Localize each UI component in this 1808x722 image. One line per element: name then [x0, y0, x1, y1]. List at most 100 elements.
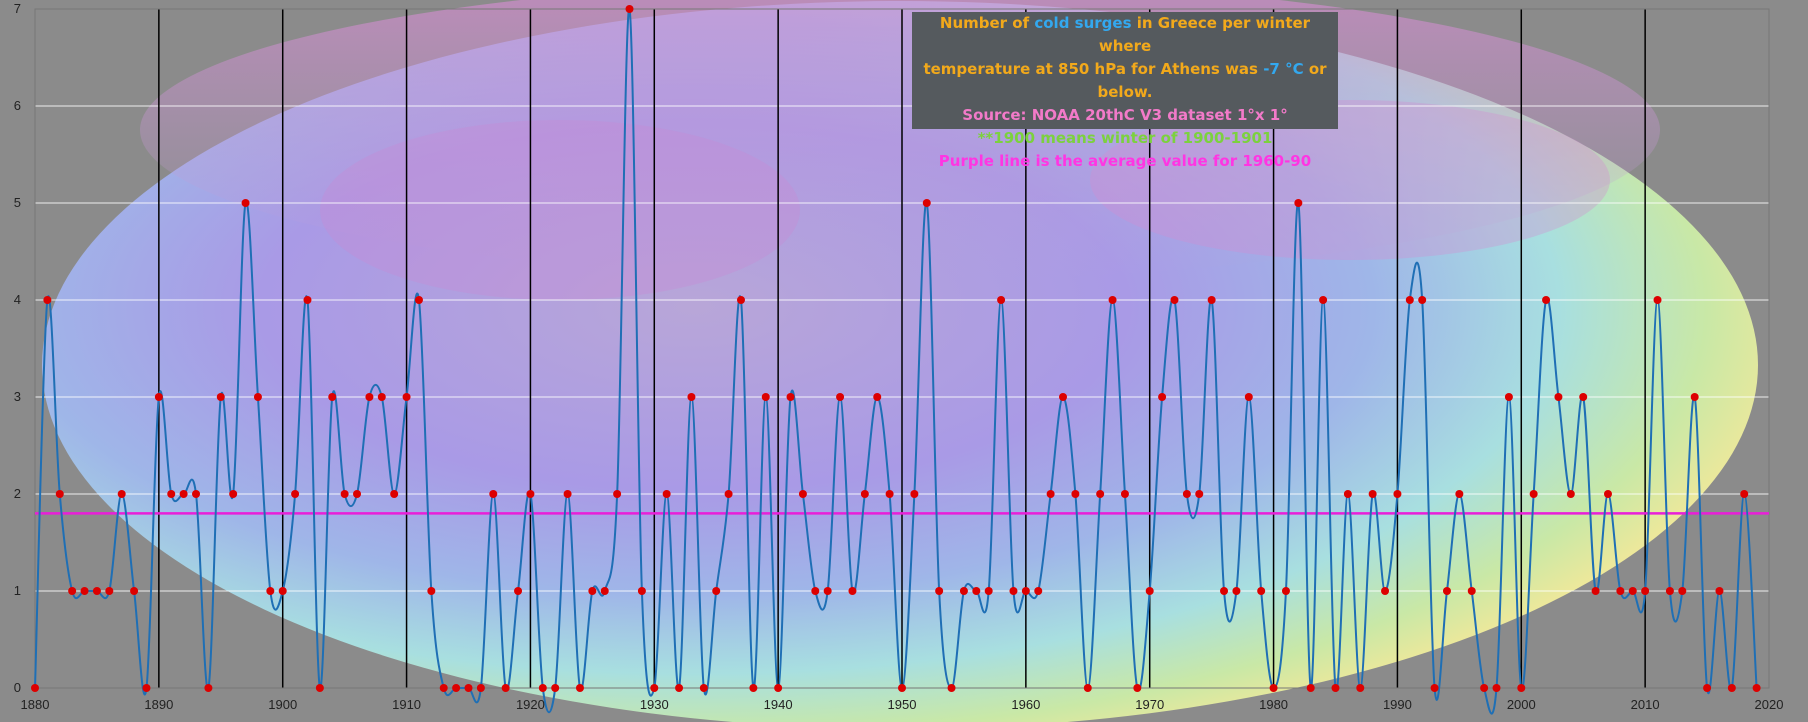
data-point: [179, 490, 188, 498]
data-point: [1220, 587, 1229, 595]
data-point: [390, 490, 399, 498]
data-point: [216, 393, 225, 401]
data-point: [192, 490, 201, 498]
y-tick-label: 3: [14, 389, 21, 404]
data-point: [377, 393, 386, 401]
data-point: [662, 490, 671, 498]
cold-surges-series-line: [34, 7, 1758, 715]
x-axis-ticks: 1880 1890 1900 1910 1920 1930 1940 1950 1960 1970…: [21, 697, 1784, 712]
x-tick-label: 2020: [1755, 697, 1784, 712]
x-tick-label: 1910: [392, 697, 421, 712]
data-point: [885, 490, 894, 498]
y-tick-label: 0: [14, 680, 21, 695]
x-tick-label: 1960: [1011, 697, 1040, 712]
data-point: [1678, 587, 1687, 595]
data-point: [315, 684, 324, 692]
legend-source: Source: NOAA 20thC V3 dataset 1°x 1°: [962, 106, 1288, 124]
legend-title2-part-1: temperature at 850 hPa for Athens was: [923, 60, 1264, 78]
data-point: [600, 587, 609, 595]
data-point: [142, 684, 151, 692]
data-point: [798, 490, 807, 498]
data-point: [1467, 587, 1476, 595]
data-point: [514, 587, 523, 595]
data-point: [712, 587, 721, 595]
y-tick-label: 1: [14, 583, 21, 598]
y-tick-label: 2: [14, 486, 21, 501]
data-point: [1690, 393, 1699, 401]
data-point: [241, 199, 250, 207]
y-axis-ticks: 0 1 2 3 4 5 6 7: [14, 1, 21, 695]
legend-title-part-3: in Greece per winter where: [1098, 14, 1311, 55]
data-point: [898, 684, 906, 692]
data-point: [1381, 587, 1390, 595]
data-point: [811, 587, 820, 595]
data-point: [637, 587, 646, 595]
data-point: [761, 393, 770, 401]
y-tick-label: 4: [14, 292, 21, 307]
data-point: [1616, 587, 1625, 595]
data-point: [31, 684, 39, 692]
data-point: [1641, 587, 1650, 595]
data-point: [1170, 296, 1179, 304]
data-point: [1665, 587, 1674, 595]
x-tick-label: 1930: [640, 697, 669, 712]
x-tick-label: 1940: [764, 697, 793, 712]
data-point: [1343, 490, 1352, 498]
data-point: [1542, 296, 1551, 304]
data-point: [105, 587, 114, 595]
data-point: [1244, 393, 1253, 401]
data-point: [1418, 296, 1427, 304]
data-point: [947, 684, 956, 692]
y-tick-label: 5: [14, 195, 21, 210]
data-point: [1752, 684, 1761, 692]
data-point: [167, 490, 176, 498]
data-point: [1393, 490, 1402, 498]
data-point: [130, 587, 139, 595]
data-point: [452, 684, 461, 692]
data-point: [1158, 393, 1167, 401]
x-tick-label: 1950: [888, 697, 917, 712]
x-tick-label: 1920: [516, 697, 545, 712]
data-point: [736, 296, 745, 304]
data-point: [997, 296, 1006, 304]
data-point: [1504, 393, 1513, 401]
data-point: [464, 684, 473, 692]
data-point: [1096, 490, 1105, 498]
data-point: [1727, 684, 1736, 692]
data-point: [823, 587, 832, 595]
data-point: [1492, 684, 1501, 692]
data-point: [439, 684, 448, 692]
data-point: [551, 684, 560, 692]
data-point: [588, 587, 597, 595]
data-point: [1034, 587, 1043, 595]
data-point: [204, 684, 213, 692]
data-point: [1269, 684, 1278, 692]
data-point: [575, 684, 584, 692]
data-point: [860, 490, 869, 498]
x-tick-label: 1980: [1259, 697, 1288, 712]
data-point: [613, 490, 622, 498]
data-point: [1405, 296, 1414, 304]
x-tick-label: 1970: [1135, 697, 1164, 712]
x-tick-label: 2010: [1631, 697, 1660, 712]
legend-note: **1900 means winter of 1900-1901: [977, 129, 1273, 147]
data-point: [1331, 684, 1340, 692]
data-point: [1281, 587, 1290, 595]
data-point: [1566, 490, 1575, 498]
data-point: [55, 490, 64, 498]
x-tick-label: 1900: [268, 697, 297, 712]
data-point: [92, 587, 101, 595]
data-point: [1554, 393, 1563, 401]
data-point: [1257, 587, 1266, 595]
data-point: [328, 393, 337, 401]
data-point: [402, 393, 411, 401]
data-point: [1356, 684, 1365, 692]
data-point: [922, 199, 931, 207]
data-point: [687, 393, 696, 401]
x-tick-label: 2000: [1507, 697, 1536, 712]
legend-title-line-2: temperature at 850 hPa for Athens was -7…: [912, 58, 1338, 104]
legend-title-line-1: Number of cold surges in Greece per wint…: [912, 12, 1338, 58]
data-point: [774, 684, 783, 692]
data-point: [625, 5, 634, 13]
